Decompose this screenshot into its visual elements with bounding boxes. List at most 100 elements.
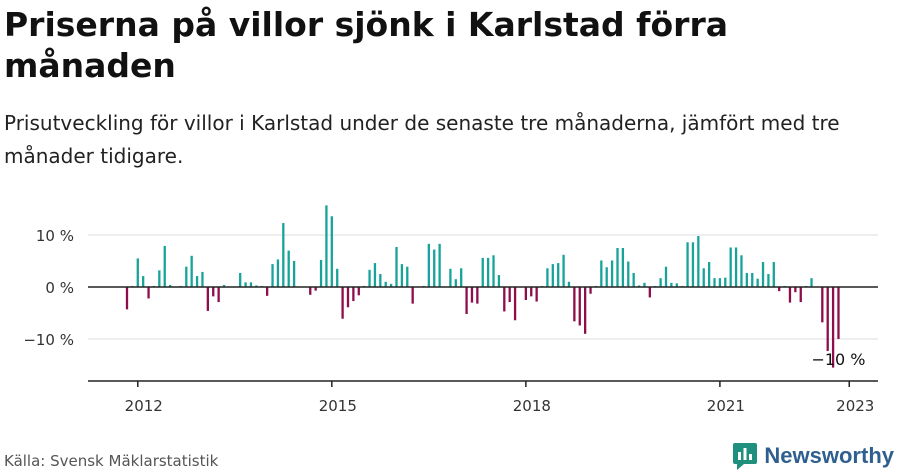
bar [686,242,689,287]
bar [637,285,641,287]
bar [562,254,565,287]
bar [373,263,377,287]
x-tick-label: 2021 [707,397,745,415]
bar [567,281,571,287]
bar [810,278,813,287]
newsworthy-brand-name: Newsworthy [764,443,894,468]
bar [605,267,608,287]
bar [217,287,220,303]
bar [729,247,732,287]
bar [142,276,145,287]
bars [125,205,840,368]
bar [395,246,398,287]
axis-labels: 10 % 0 % −10 % 2012 2015 2018 2021 2023 −10 % [23,227,874,415]
bar [691,242,695,287]
bar [481,257,484,287]
bar [627,261,630,287]
bar [513,287,517,321]
value-annotation: −10 % [811,350,865,369]
bar [826,287,829,351]
bar [249,282,253,287]
bar [460,268,463,287]
chart-subtitle: Prisutveckling för villor i Karlstad und… [4,111,840,168]
bar [799,287,802,303]
bar [794,287,797,293]
bar [222,284,226,287]
bar [772,262,775,287]
bar [163,245,166,287]
bar [643,282,646,287]
bar [778,287,781,292]
bar [384,281,387,287]
bar [206,287,209,311]
bar [265,287,269,296]
bar [503,287,506,312]
bar [831,287,835,368]
bar [406,266,409,287]
bar [427,243,430,287]
bar [389,283,393,287]
bar [546,268,549,287]
bar [319,259,323,287]
chart-title: Priserna på villor sjönk i Karlstad förr… [4,5,729,85]
bar [837,287,840,339]
bar [589,287,592,294]
bar [659,278,662,287]
bar [697,236,700,287]
bar [664,266,668,287]
bar [632,272,635,287]
bar [400,264,404,287]
x-tick-label: 2012 [125,397,163,415]
grid-lines [88,234,878,340]
bar [557,263,560,287]
bar [287,250,290,287]
bar [341,287,344,319]
bar [195,276,199,287]
bar [551,264,554,287]
bar [740,255,743,287]
bar [578,287,581,326]
bar [330,216,333,287]
bar [168,284,172,287]
bar [707,262,711,287]
y-tick-label: −10 % [23,331,74,349]
bar [255,285,258,287]
bar [734,247,738,287]
bar [239,272,242,287]
bar [788,287,792,303]
bar [767,274,770,287]
bar [470,287,474,303]
bar [761,262,765,287]
bar [535,287,538,302]
bar [411,287,414,304]
newsworthy-logo-icon [733,443,758,470]
x-tick-label: 2015 [319,397,357,415]
bar [276,259,280,287]
bar [610,260,614,287]
bar [438,243,441,287]
bar [449,268,452,287]
newsworthy-logo[interactable]: Newsworthy [732,440,894,472]
bar [724,277,727,287]
bar [497,275,501,287]
bar [158,270,161,287]
bar [508,287,511,303]
bar [352,287,355,302]
bar [136,258,139,287]
bar [454,279,457,287]
bar [751,272,754,287]
bar [600,260,603,287]
bar [621,248,625,287]
bar [670,282,673,287]
bar [271,264,274,287]
bar [486,257,490,287]
bar [573,287,576,322]
bar [476,287,479,304]
bar [675,283,678,287]
bar [648,287,651,298]
bar [325,205,328,287]
y-tick-label: 10 % [36,227,74,245]
bar [584,287,587,334]
bar [821,287,824,323]
